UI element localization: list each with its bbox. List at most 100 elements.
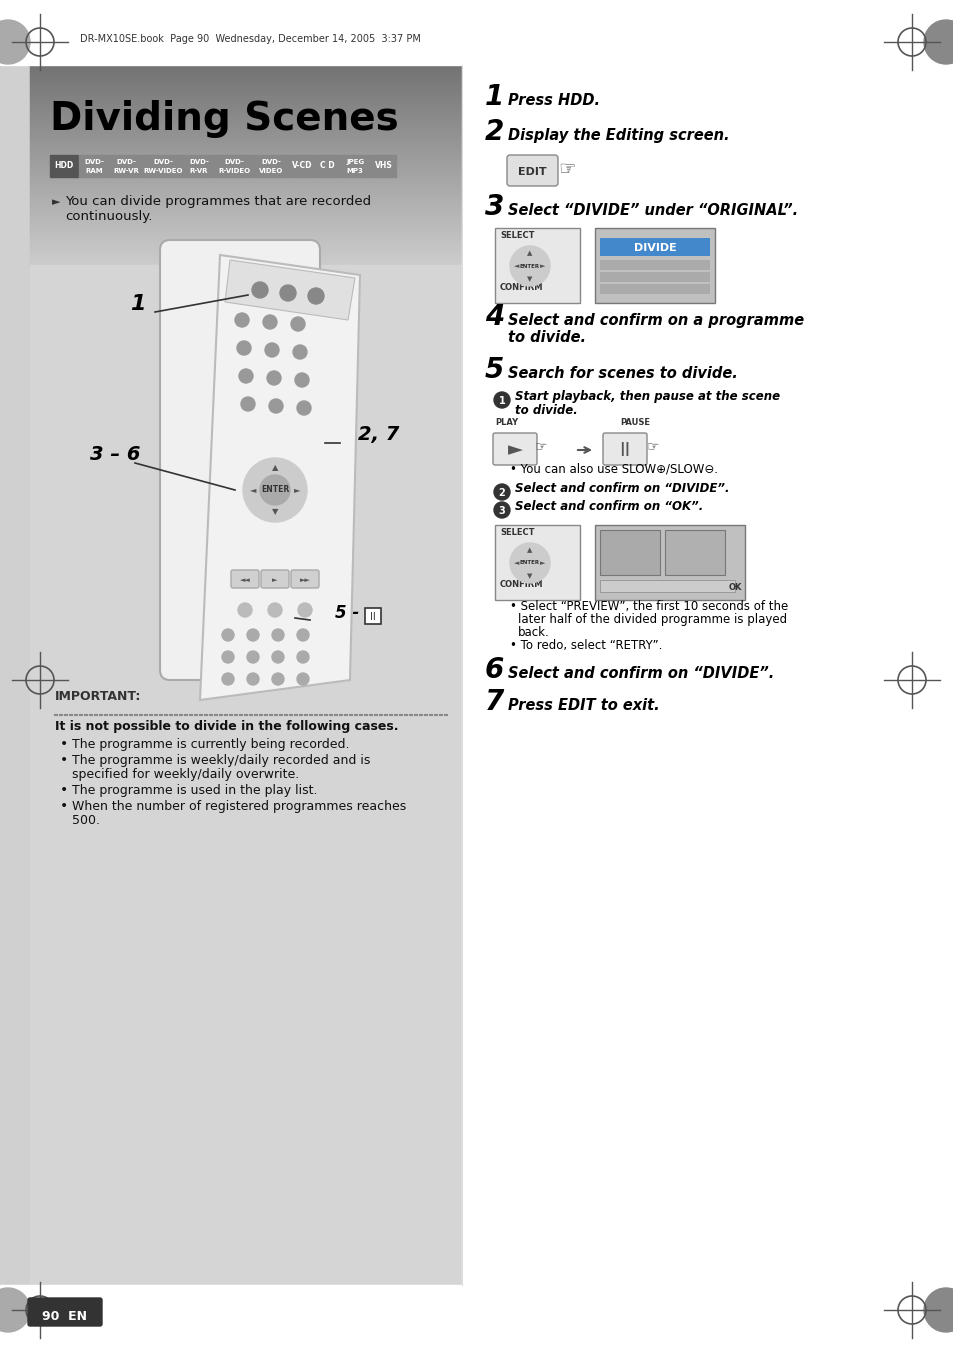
FancyBboxPatch shape: [291, 570, 318, 588]
Circle shape: [272, 673, 284, 685]
Text: IMPORTANT:: IMPORTANT:: [55, 690, 141, 703]
Text: • Select “PREVIEW”, the first 10 seconds of the: • Select “PREVIEW”, the first 10 seconds…: [510, 600, 787, 613]
Text: DVD-: DVD-: [84, 159, 104, 165]
Text: 3: 3: [484, 193, 504, 222]
Circle shape: [494, 484, 510, 500]
Text: ►: ►: [294, 485, 300, 494]
Text: ►: ►: [539, 263, 545, 269]
Text: ENTER: ENTER: [519, 263, 539, 269]
Text: ◄◄: ◄◄: [239, 577, 250, 584]
Bar: [599, 284, 709, 295]
Text: Select and confirm on “DIVIDE”.: Select and confirm on “DIVIDE”.: [507, 666, 774, 681]
Circle shape: [494, 503, 510, 517]
Text: Select and confirm on “OK”.: Select and confirm on “OK”.: [515, 500, 702, 513]
Text: • You can also use SLOW⊕/SLOW⊖.: • You can also use SLOW⊕/SLOW⊖.: [510, 462, 718, 476]
Text: DVD-: DVD-: [261, 159, 280, 165]
Text: ☞: ☞: [535, 439, 547, 453]
Circle shape: [267, 372, 281, 385]
Circle shape: [296, 630, 309, 640]
Text: ◄: ◄: [514, 263, 519, 269]
Bar: [184, 155, 213, 177]
Text: ENTER: ENTER: [260, 485, 289, 494]
Text: II: II: [618, 440, 630, 459]
FancyBboxPatch shape: [493, 434, 537, 465]
Text: •: •: [60, 784, 69, 797]
Bar: [372, 155, 395, 177]
Text: 3: 3: [498, 507, 505, 516]
Circle shape: [0, 1288, 30, 1332]
Text: DVD-: DVD-: [116, 159, 135, 165]
Text: PAUSE: PAUSE: [619, 417, 649, 427]
Text: 7: 7: [484, 688, 504, 716]
FancyBboxPatch shape: [506, 155, 558, 186]
Circle shape: [923, 20, 953, 63]
Circle shape: [222, 673, 233, 685]
Text: OK: OK: [727, 582, 740, 592]
Text: DVD-: DVD-: [152, 159, 172, 165]
Text: Select and confirm on “DIVIDE”.: Select and confirm on “DIVIDE”.: [515, 482, 729, 494]
Circle shape: [222, 630, 233, 640]
Circle shape: [923, 1288, 953, 1332]
Text: SELECT: SELECT: [499, 231, 534, 240]
Circle shape: [247, 630, 258, 640]
Text: CONFIRM: CONFIRM: [499, 282, 543, 292]
Bar: [599, 272, 709, 282]
Text: •: •: [60, 753, 69, 767]
Bar: [110, 155, 142, 177]
Text: 4: 4: [484, 303, 504, 331]
Circle shape: [510, 543, 550, 584]
Text: ◄: ◄: [514, 561, 519, 566]
Text: continuously.: continuously.: [65, 209, 152, 223]
Circle shape: [247, 673, 258, 685]
Bar: [30, 265, 461, 1315]
Text: 1: 1: [130, 295, 146, 313]
Text: •: •: [60, 798, 69, 813]
Text: ▼: ▼: [527, 573, 532, 580]
Text: Select “DIVIDE” under “ORIGINAL”.: Select “DIVIDE” under “ORIGINAL”.: [507, 203, 798, 218]
Text: 500.: 500.: [71, 815, 100, 827]
Circle shape: [280, 285, 295, 301]
Polygon shape: [200, 255, 359, 700]
Text: ►: ►: [539, 561, 545, 566]
Bar: [495, 228, 579, 303]
Text: ►►: ►►: [299, 577, 310, 584]
Bar: [595, 526, 744, 600]
Circle shape: [243, 458, 307, 521]
Text: HDD: HDD: [54, 162, 73, 170]
Text: ◄: ◄: [250, 485, 256, 494]
Bar: [599, 259, 709, 270]
Text: ►: ►: [507, 440, 522, 459]
Text: 2, 7: 2, 7: [357, 426, 399, 444]
Bar: [599, 238, 709, 255]
Circle shape: [263, 315, 276, 330]
Text: ENTER: ENTER: [519, 561, 539, 566]
Circle shape: [237, 603, 252, 617]
Text: ☞: ☞: [646, 439, 659, 453]
Text: 2: 2: [484, 118, 504, 146]
Bar: [50, 155, 78, 177]
Text: ▲: ▲: [272, 463, 278, 473]
Text: back.: back.: [517, 626, 549, 639]
Text: later half of the divided programme is played: later half of the divided programme is p…: [517, 613, 786, 626]
Bar: [595, 228, 714, 303]
Text: Display the Editing screen.: Display the Editing screen.: [507, 128, 729, 143]
Text: Press HDD.: Press HDD.: [507, 93, 599, 108]
Text: RAM: RAM: [85, 168, 103, 174]
Text: V-CD: V-CD: [292, 162, 312, 170]
Bar: [495, 526, 579, 600]
Text: 2: 2: [498, 488, 505, 499]
Text: C D: C D: [319, 162, 334, 170]
Bar: [461, 65, 953, 1285]
Text: PLAY: PLAY: [495, 417, 517, 427]
Text: You can divide programmes that are recorded: You can divide programmes that are recor…: [65, 195, 371, 208]
Bar: [599, 530, 659, 576]
FancyBboxPatch shape: [28, 1298, 102, 1325]
Text: DR-MX10SE.book  Page 90  Wednesday, December 14, 2005  3:37 PM: DR-MX10SE.book Page 90 Wednesday, Decemb…: [80, 34, 420, 45]
Text: 1: 1: [498, 396, 505, 407]
Text: specified for weekly/daily overwrite.: specified for weekly/daily overwrite.: [71, 767, 299, 781]
Circle shape: [294, 373, 309, 386]
Text: 5 -: 5 -: [335, 604, 365, 621]
FancyBboxPatch shape: [261, 570, 289, 588]
Text: to divide.: to divide.: [507, 330, 585, 345]
Text: MP3: MP3: [346, 168, 363, 174]
